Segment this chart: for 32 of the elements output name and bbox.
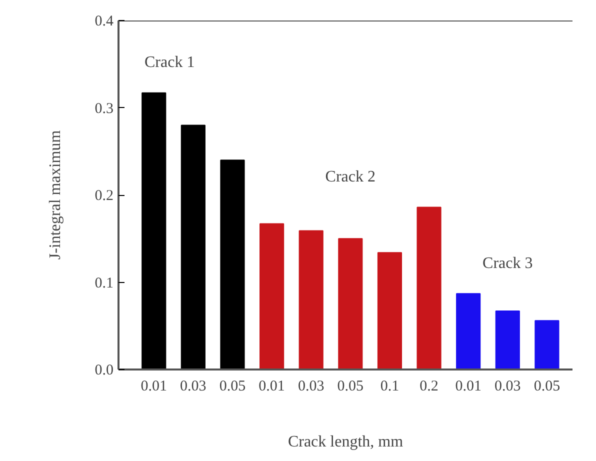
y-tick-label: 0.2 xyxy=(94,188,114,204)
bar xyxy=(260,223,284,370)
x-tick-label: 0.05 xyxy=(219,378,246,394)
bar xyxy=(534,320,560,370)
bar xyxy=(416,206,442,370)
x-tick-label: 0.03 xyxy=(494,378,521,394)
x-axis-title: Crack length, mm xyxy=(288,434,404,450)
bar xyxy=(338,238,363,370)
x-tick-label: 0.03 xyxy=(180,378,206,394)
x-tick-label: 0.01 xyxy=(140,378,167,394)
bar xyxy=(495,310,520,370)
x-tick-label: 0.01 xyxy=(455,378,482,394)
y-tick-label: 0.1 xyxy=(94,275,114,292)
bar xyxy=(180,124,206,370)
x-tick-label: 0.1 xyxy=(380,378,400,394)
x-tick-label: 0.03 xyxy=(298,378,324,394)
x-tick-label: 0.05 xyxy=(337,378,364,394)
bar xyxy=(456,293,481,370)
y-tick-label: 0.4 xyxy=(94,14,114,30)
x-tick-label: 0.01 xyxy=(258,378,285,394)
x-tick-label: 0.05 xyxy=(534,378,560,394)
text: Crack 2 xyxy=(325,168,376,186)
y-tick-label: 0.3 xyxy=(94,100,114,117)
bar xyxy=(377,252,402,370)
bar xyxy=(220,160,245,370)
y-axis-title: J-integral maximum xyxy=(46,130,64,260)
x-tick-label: 0.2 xyxy=(420,378,438,394)
bar xyxy=(142,92,166,370)
y-tick-label: 0.0 xyxy=(94,362,114,378)
series-label: Crack 3 xyxy=(482,254,533,272)
series-label: Crack 1 xyxy=(144,54,195,72)
bar xyxy=(298,230,324,370)
